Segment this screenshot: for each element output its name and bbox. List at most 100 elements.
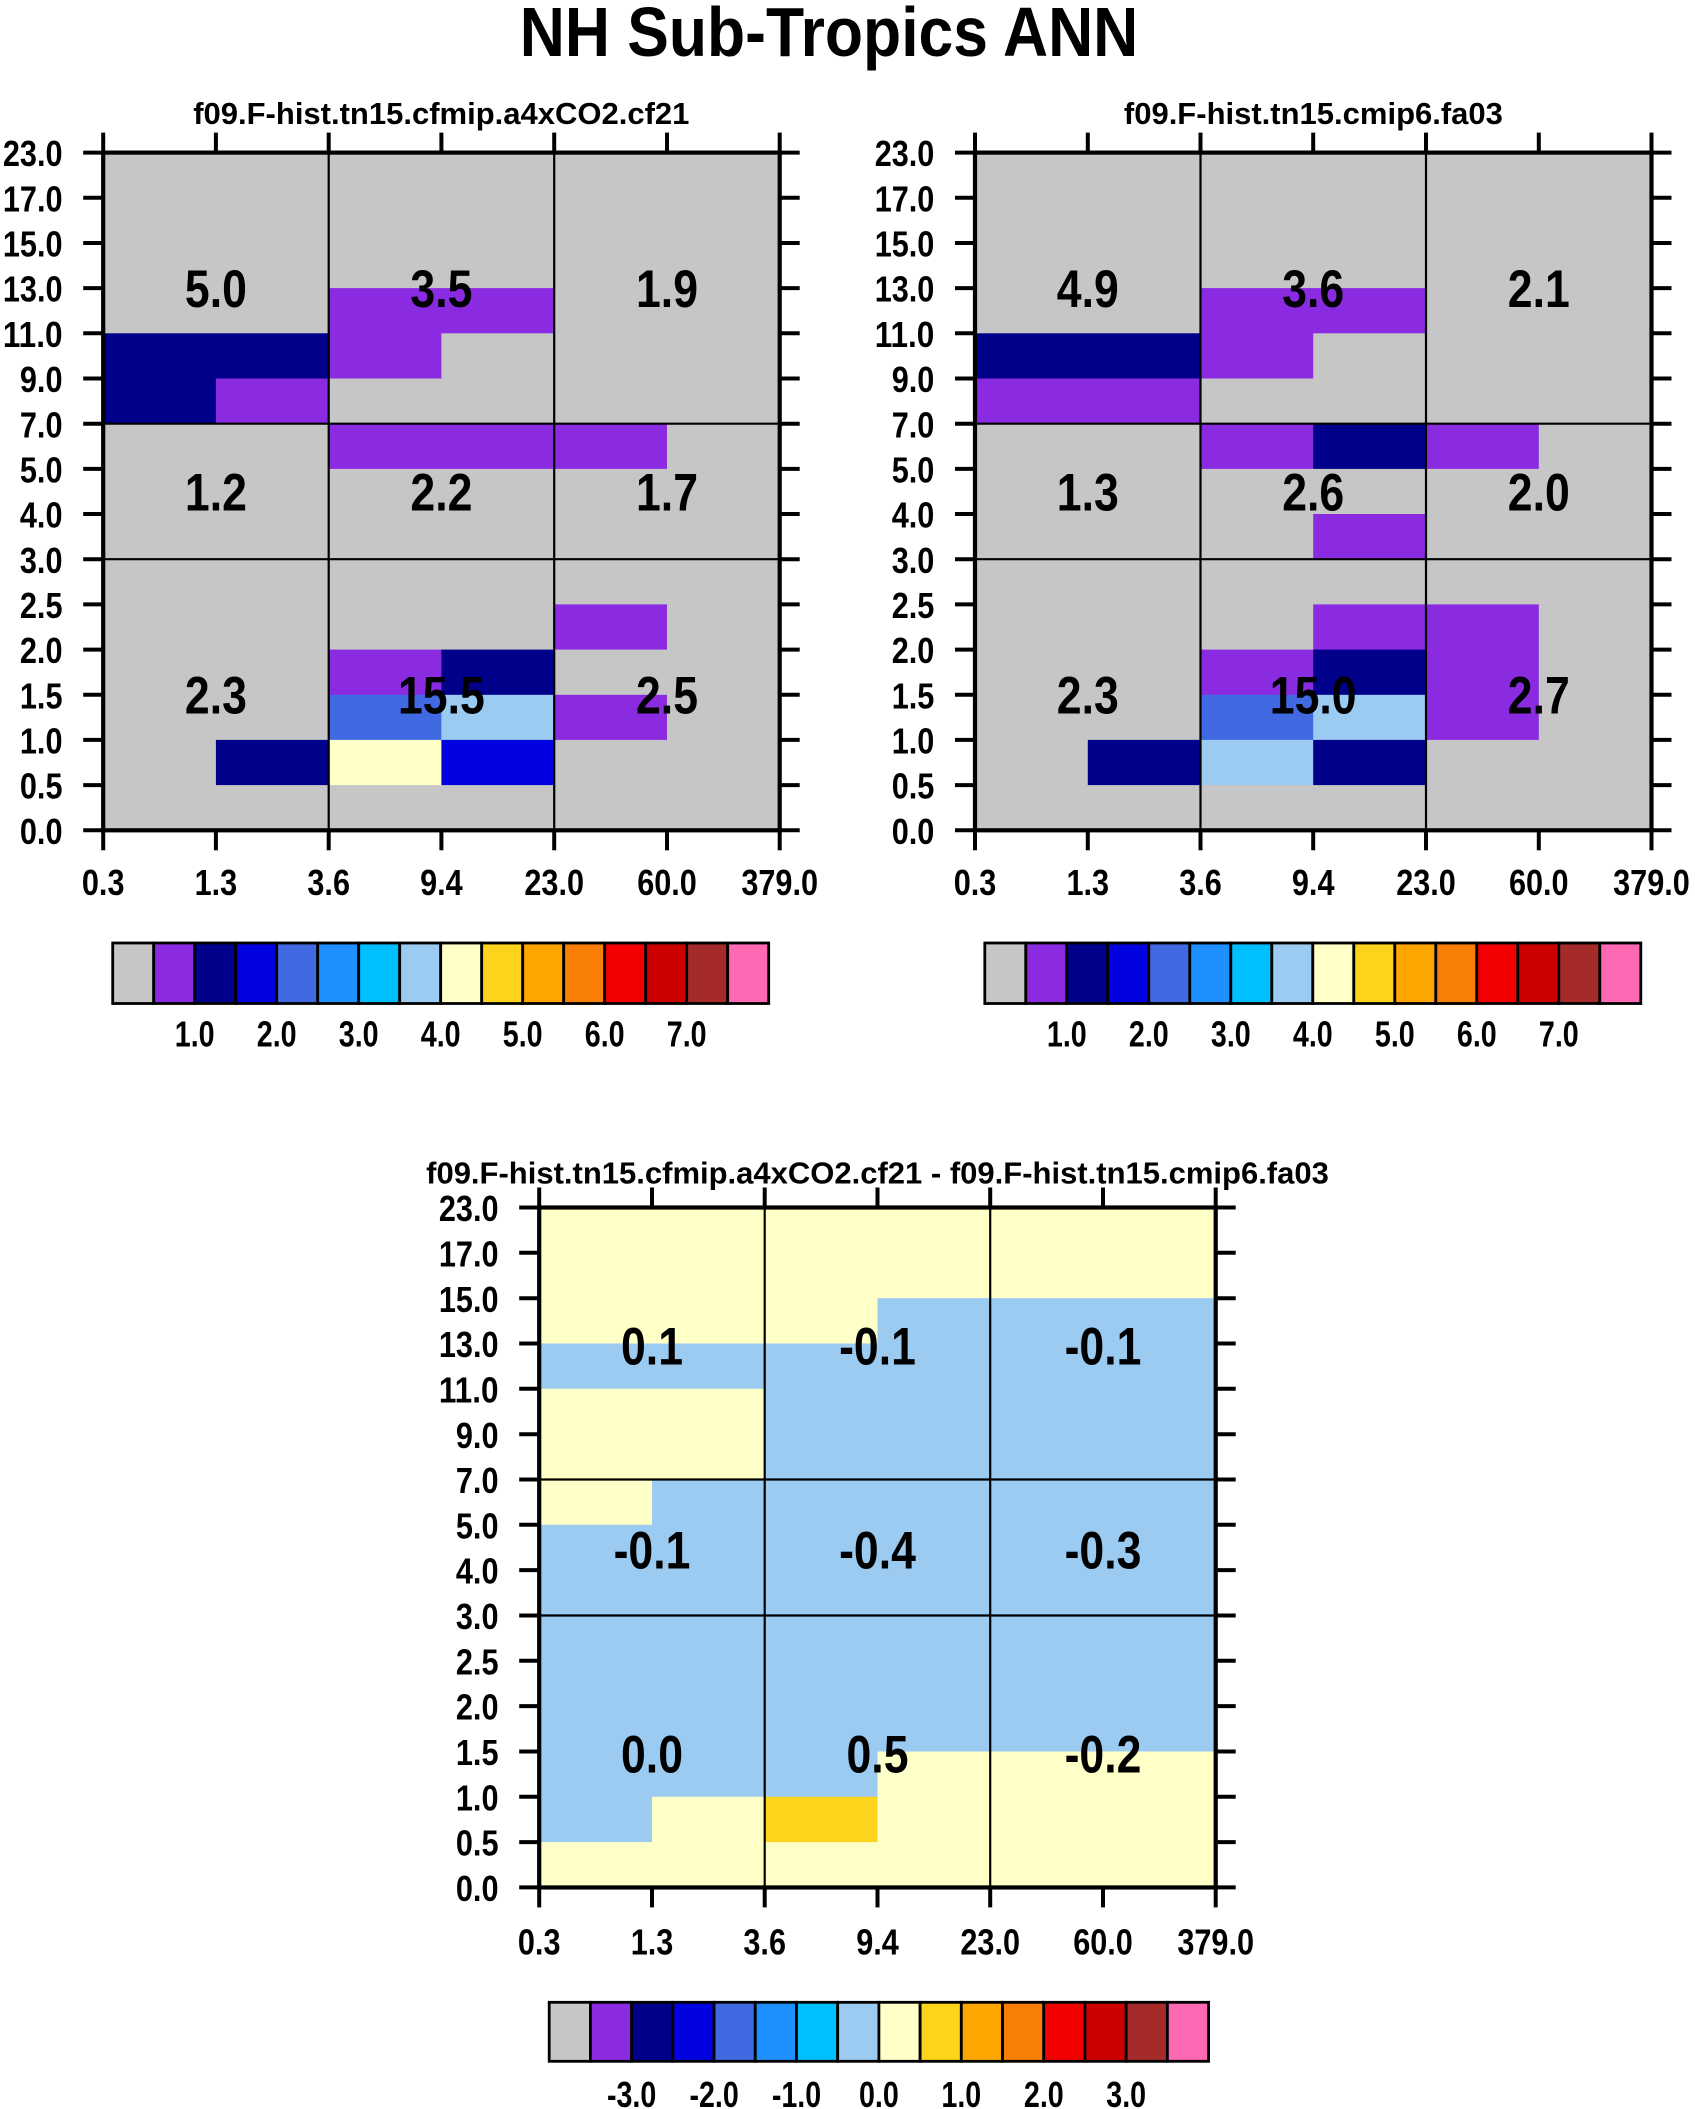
svg-text:1.0: 1.0 [175,1014,215,1055]
svg-text:15.0: 15.0 [1270,667,1357,726]
svg-text:3.6: 3.6 [1282,260,1344,319]
svg-text:2.6: 2.6 [1282,463,1344,522]
svg-text:13.0: 13.0 [875,269,935,310]
svg-text:1.0: 1.0 [456,1777,499,1818]
svg-text:2.1: 2.1 [1508,260,1570,319]
svg-text:-0.2: -0.2 [1065,1726,1142,1785]
svg-text:23.0: 23.0 [439,1188,499,1229]
svg-text:1.0: 1.0 [1047,1014,1087,1055]
svg-text:5.0: 5.0 [20,450,63,491]
svg-text:f09.F-hist.tn15.cmip6.fa03: f09.F-hist.tn15.cmip6.fa03 [1124,96,1503,131]
svg-text:11.0: 11.0 [3,314,63,355]
svg-text:0.3: 0.3 [82,862,125,903]
svg-text:5.0: 5.0 [185,260,247,319]
svg-text:11.0: 11.0 [439,1369,499,1410]
svg-text:1.3: 1.3 [195,862,238,903]
svg-text:-0.4: -0.4 [839,1522,916,1581]
svg-text:17.0: 17.0 [875,178,935,219]
svg-text:13.0: 13.0 [439,1324,499,1365]
svg-text:60.0: 60.0 [1509,862,1569,903]
svg-text:7.0: 7.0 [667,1014,707,1055]
svg-text:-2.0: -2.0 [689,2074,738,2109]
svg-text:379.0: 379.0 [1613,862,1690,903]
svg-text:9.0: 9.0 [456,1415,499,1456]
svg-text:2.0: 2.0 [456,1687,499,1728]
svg-text:15.0: 15.0 [3,224,63,265]
svg-text:7.0: 7.0 [456,1460,499,1501]
svg-text:6.0: 6.0 [585,1014,625,1055]
svg-text:1.0: 1.0 [892,721,935,762]
svg-text:NH Sub-Tropics ANN: NH Sub-Tropics ANN [520,0,1139,71]
svg-text:3.0: 3.0 [892,540,935,581]
svg-text:3.6: 3.6 [743,1922,786,1963]
svg-text:2.5: 2.5 [20,585,63,626]
svg-text:4.0: 4.0 [1293,1014,1333,1055]
svg-text:9.0: 9.0 [20,359,63,400]
svg-text:3.5: 3.5 [410,260,472,319]
svg-text:0.1: 0.1 [621,1318,683,1377]
svg-text:-1.0: -1.0 [772,2074,821,2109]
svg-text:0.0: 0.0 [892,811,935,852]
svg-text:0.5: 0.5 [847,1726,909,1785]
svg-text:3.0: 3.0 [1211,1014,1251,1055]
svg-text:3.0: 3.0 [339,1014,379,1055]
svg-text:1.3: 1.3 [631,1922,674,1963]
svg-text:17.0: 17.0 [439,1233,499,1274]
svg-text:4.0: 4.0 [421,1014,461,1055]
svg-text:6.0: 6.0 [1457,1014,1497,1055]
svg-text:0.0: 0.0 [20,811,63,852]
svg-text:4.0: 4.0 [456,1551,499,1592]
svg-text:1.5: 1.5 [20,675,63,716]
svg-text:2.0: 2.0 [892,630,935,671]
svg-text:f09.F-hist.tn15.cfmip.a4xCO2.c: f09.F-hist.tn15.cfmip.a4xCO2.cf21 [193,96,689,131]
svg-text:23.0: 23.0 [875,133,935,174]
svg-text:7.0: 7.0 [892,404,935,445]
svg-text:2.3: 2.3 [185,667,247,726]
svg-text:f09.F-hist.tn15.cfmip.a4xCO2.c: f09.F-hist.tn15.cfmip.a4xCO2.cf21 - f09.… [426,1156,1329,1191]
svg-text:2.7: 2.7 [1508,667,1570,726]
svg-text:3.0: 3.0 [20,540,63,581]
svg-text:2.0: 2.0 [257,1014,297,1055]
svg-text:-3.0: -3.0 [607,2074,656,2109]
svg-text:1.9: 1.9 [636,260,698,319]
svg-text:4.0: 4.0 [892,495,935,536]
svg-text:4.9: 4.9 [1057,260,1119,319]
svg-text:17.0: 17.0 [3,178,63,219]
svg-text:15.5: 15.5 [398,667,485,726]
svg-text:1.0: 1.0 [20,721,63,762]
svg-text:1.2: 1.2 [185,463,247,522]
svg-text:-0.1: -0.1 [1065,1318,1142,1377]
svg-text:5.0: 5.0 [1375,1014,1415,1055]
svg-text:2.5: 2.5 [636,667,698,726]
svg-text:1.5: 1.5 [892,675,935,716]
svg-text:1.0: 1.0 [941,2074,981,2109]
svg-text:0.0: 0.0 [456,1868,499,1909]
svg-text:3.6: 3.6 [307,862,350,903]
svg-text:-0.1: -0.1 [839,1318,916,1377]
svg-text:1.3: 1.3 [1067,862,1110,903]
svg-text:60.0: 60.0 [637,862,697,903]
svg-text:0.3: 0.3 [518,1922,561,1963]
svg-text:2.2: 2.2 [410,463,472,522]
svg-text:1.5: 1.5 [456,1732,499,1773]
svg-text:5.0: 5.0 [456,1505,499,1546]
svg-text:4.0: 4.0 [20,495,63,536]
svg-text:23.0: 23.0 [1396,862,1456,903]
svg-text:7.0: 7.0 [20,404,63,445]
svg-text:2.0: 2.0 [1508,463,1570,522]
svg-text:3.6: 3.6 [1179,862,1222,903]
svg-text:15.0: 15.0 [439,1279,499,1320]
svg-text:3.0: 3.0 [456,1596,499,1637]
svg-text:15.0: 15.0 [875,224,935,265]
svg-text:5.0: 5.0 [503,1014,543,1055]
svg-text:11.0: 11.0 [875,314,935,355]
svg-text:23.0: 23.0 [524,862,584,903]
svg-text:3.0: 3.0 [1106,2074,1146,2109]
svg-text:9.0: 9.0 [892,359,935,400]
svg-text:7.0: 7.0 [1539,1014,1579,1055]
svg-text:0.0: 0.0 [859,2074,899,2109]
svg-text:1.3: 1.3 [1057,463,1119,522]
svg-text:23.0: 23.0 [3,133,63,174]
svg-text:0.5: 0.5 [892,766,935,807]
svg-text:9.4: 9.4 [420,862,463,903]
